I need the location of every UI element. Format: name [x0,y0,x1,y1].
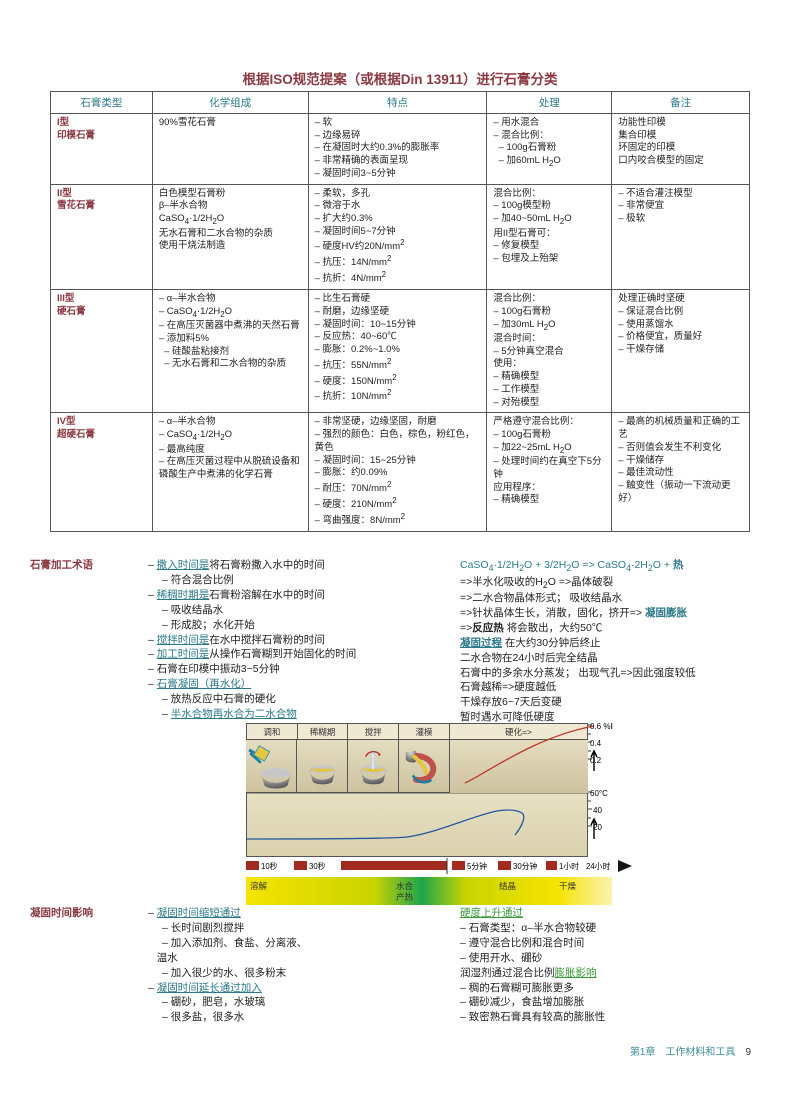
svg-text:溶解: 溶解 [250,881,268,891]
svg-text:30秒: 30秒 [309,861,326,871]
svg-text:60°C: 60°C [590,789,608,798]
svg-text:产热: 产热 [396,892,414,902]
svg-text:24小时: 24小时 [586,861,610,871]
svg-text:0.6 %lin: 0.6 %lin [590,723,613,731]
svg-text:0.2: 0.2 [590,756,602,765]
svg-text:30分钟: 30分钟 [513,861,537,871]
svg-text:10秒: 10秒 [261,861,278,871]
svg-text:40: 40 [593,806,602,815]
svg-text:1小时: 1小时 [559,861,579,871]
svg-text:水合: 水合 [396,881,414,891]
svg-text:0.4: 0.4 [590,739,602,748]
svg-text:结晶: 结晶 [499,881,516,891]
svg-text:干燥: 干燥 [559,881,577,891]
svg-text:5分钟: 5分钟 [467,861,487,871]
